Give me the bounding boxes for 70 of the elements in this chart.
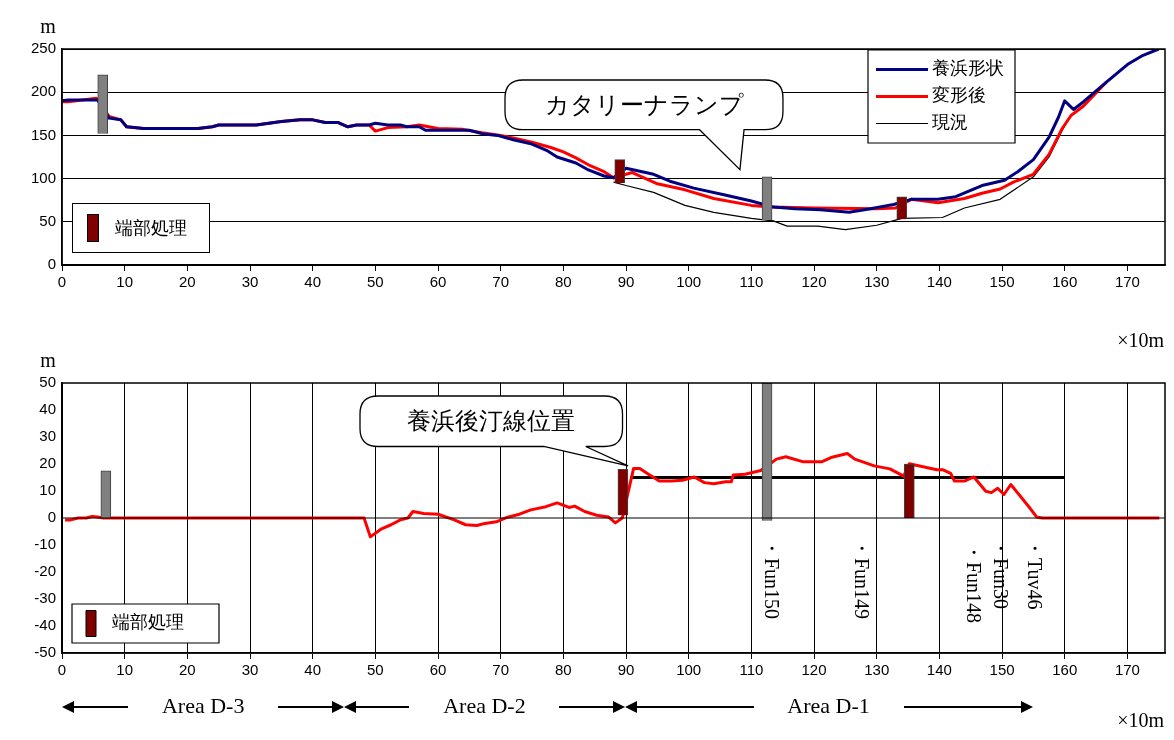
y-tick-label: 50 bbox=[39, 211, 56, 229]
x-tick-label: 30 bbox=[241, 273, 259, 291]
x-tick-label: 110 bbox=[739, 661, 764, 679]
x-tick-label: 160 bbox=[1052, 661, 1078, 679]
x-tick-label: 170 bbox=[1114, 661, 1140, 679]
y-tick-label: 150 bbox=[30, 125, 56, 143]
x-tick-label: 100 bbox=[676, 273, 702, 291]
y-tick-label: 250 bbox=[30, 39, 56, 57]
y-tick-label: 200 bbox=[30, 82, 56, 100]
annotation: ・Fun148 bbox=[962, 542, 985, 624]
annotation: 養浜後汀線位置 bbox=[406, 406, 577, 436]
y-tick-label: -40 bbox=[34, 616, 56, 634]
x-tick-label: 70 bbox=[492, 661, 510, 679]
y-tick-label: -30 bbox=[34, 589, 56, 607]
x-tick-label: 130 bbox=[864, 273, 890, 291]
legend-label: 変形後 bbox=[932, 85, 986, 106]
x-tick-label: 80 bbox=[555, 661, 572, 679]
x-tick-label: 110 bbox=[739, 273, 764, 291]
y-tick-label: 100 bbox=[30, 168, 56, 186]
x-tick-label: 160 bbox=[1052, 273, 1078, 291]
annotation: ・Fun149 bbox=[851, 538, 874, 620]
x-tick-label: 30 bbox=[241, 661, 259, 679]
y-tick-label: -10 bbox=[34, 535, 56, 553]
x-tick-label: 50 bbox=[367, 273, 384, 291]
annotation: カタリーナランプ bbox=[543, 90, 745, 120]
x-tick-label: 70 bbox=[492, 273, 510, 291]
x-axis-title: ×10m bbox=[1117, 329, 1165, 351]
x-tick-label: 170 bbox=[1114, 273, 1140, 291]
x-tick-label: 90 bbox=[617, 661, 635, 679]
y-tick-label: -20 bbox=[34, 562, 56, 580]
text: Area D-1 bbox=[786, 693, 871, 719]
x-tick-label: 90 bbox=[617, 273, 635, 291]
y-tick-label: 50 bbox=[39, 373, 56, 391]
x-tick-label: 120 bbox=[801, 273, 827, 291]
legend-label: 養浜形状 bbox=[932, 58, 1004, 79]
legend-label: 端部処理 bbox=[112, 612, 184, 633]
y-axis-title: m bbox=[40, 15, 57, 37]
y-tick-label: 40 bbox=[39, 400, 56, 418]
x-tick-label: 120 bbox=[801, 661, 827, 679]
y-tick-label: 10 bbox=[39, 481, 56, 499]
annotation: 端部処理 bbox=[115, 217, 187, 240]
legend-label: 現況 bbox=[932, 112, 968, 133]
annotation: ・Tuv46 bbox=[1023, 538, 1046, 610]
x-tick-label: 50 bbox=[367, 661, 384, 679]
y-axis-title: m bbox=[40, 349, 57, 371]
key-box: 端部処理 bbox=[72, 203, 210, 253]
x-tick-label: 10 bbox=[116, 661, 134, 679]
y-tick-label: 0 bbox=[47, 255, 56, 273]
x-tick-label: 10 bbox=[116, 273, 134, 291]
x-tick-label: 60 bbox=[429, 273, 447, 291]
x-tick-label: 20 bbox=[179, 273, 196, 291]
y-tick-label: -50 bbox=[34, 643, 56, 661]
x-tick-label: 130 bbox=[864, 661, 890, 679]
y-tick-label: 0 bbox=[47, 508, 56, 526]
y-tick-label: 20 bbox=[39, 454, 56, 472]
x-tick-label: 60 bbox=[429, 661, 447, 679]
y-tick-label: 30 bbox=[39, 427, 56, 445]
text: Area D-3 bbox=[160, 693, 246, 719]
x-tick-label: 150 bbox=[989, 661, 1015, 679]
text: Area D-2 bbox=[442, 693, 527, 719]
x-tick-label: 40 bbox=[304, 661, 322, 679]
x-tick-label: 100 bbox=[676, 661, 702, 679]
x-tick-label: 140 bbox=[926, 273, 952, 291]
x-tick-label: 140 bbox=[926, 661, 952, 679]
x-tick-label: 150 bbox=[989, 273, 1015, 291]
x-tick-label: 40 bbox=[304, 273, 322, 291]
x-tick-label: 20 bbox=[179, 661, 196, 679]
x-axis-title: ×10m bbox=[1117, 709, 1165, 731]
x-tick-label: 80 bbox=[555, 273, 572, 291]
annotation: ・Fun150 bbox=[761, 538, 784, 620]
